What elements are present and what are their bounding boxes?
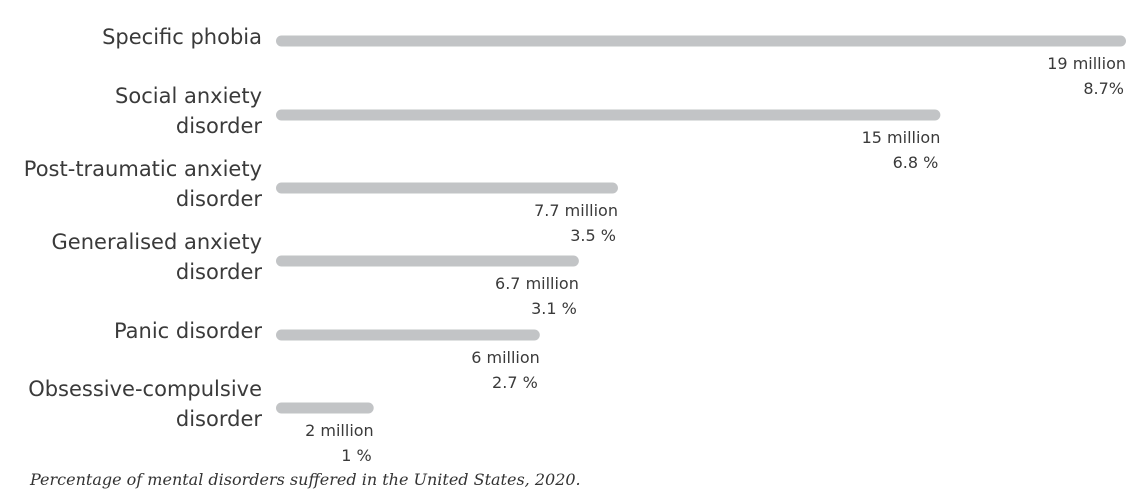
category-label: Generalised anxiety disorder <box>52 230 263 284</box>
bar <box>276 255 579 267</box>
category-label: Post-traumatic anxiety disorder <box>24 157 263 211</box>
category-label: Social anxiety disorder <box>115 84 262 138</box>
value-label-count: 2 million <box>305 421 374 440</box>
bar <box>276 329 540 341</box>
value-label-count: 7.7 million <box>534 201 618 220</box>
value-label-percent: 1 % <box>341 446 371 465</box>
value-label-count: 15 million <box>862 128 941 147</box>
category-label: Obsessive-compulsive disorder <box>28 377 262 431</box>
category-label: Specific phobia <box>102 25 262 49</box>
value-label-count: 6 million <box>471 348 540 367</box>
bar <box>276 182 618 194</box>
chart-caption: Percentage of mental disorders suffered … <box>30 470 581 489</box>
bar <box>276 109 941 121</box>
bar <box>276 402 374 414</box>
value-label-count: 6.7 million <box>495 274 579 293</box>
value-label-percent: 2.7 % <box>492 373 538 392</box>
value-label-percent: 6.8 % <box>893 153 939 172</box>
category-label: Panic disorder <box>114 319 262 343</box>
value-label-count: 19 million <box>1047 54 1126 73</box>
value-label-percent: 3.5 % <box>570 226 616 245</box>
value-label-percent: 8.7% <box>1083 79 1124 98</box>
bar <box>276 35 1126 47</box>
value-label-percent: 3.1 % <box>531 299 577 318</box>
